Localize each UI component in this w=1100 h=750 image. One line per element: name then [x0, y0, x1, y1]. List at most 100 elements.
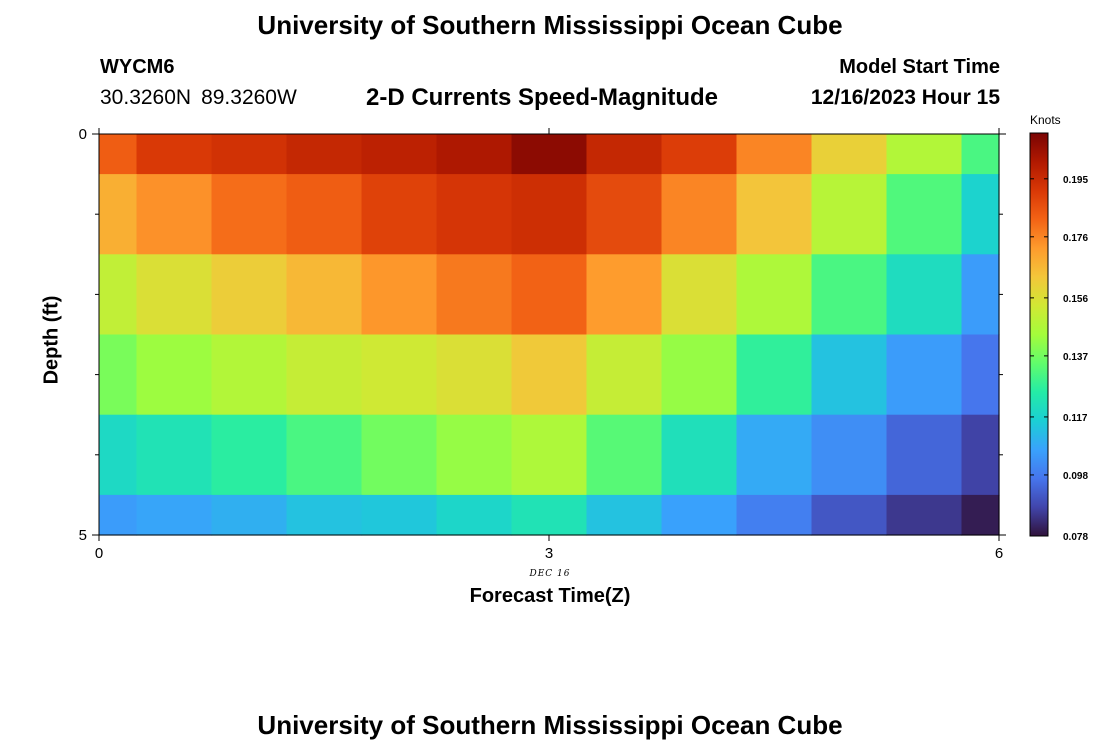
heatmap-cell	[736, 494, 813, 536]
heatmap-cell	[661, 334, 738, 416]
heatmap-cell	[511, 334, 588, 416]
station-longitude: 89.3260W	[201, 86, 297, 109]
heatmap-cell	[511, 414, 588, 496]
heatmap-cell	[886, 414, 963, 496]
colorbar-units-label: Knots	[1030, 113, 1061, 127]
heatmap-cell	[586, 254, 663, 336]
heatmap-cells	[99, 134, 1000, 536]
heatmap-cell	[136, 414, 213, 496]
heatmap-cell	[211, 414, 288, 496]
heatmap-cell	[136, 134, 213, 175]
heatmap-cell	[211, 254, 288, 336]
heatmap-cell	[886, 494, 963, 536]
station-id: WYCM6	[100, 56, 175, 78]
heatmap-cell	[436, 334, 513, 416]
heatmap-cell	[586, 174, 663, 255]
heatmap-cell	[736, 414, 813, 496]
heatmap-cell	[99, 254, 138, 336]
heatmap-cell	[99, 414, 138, 496]
date-label: DEC 16	[529, 569, 571, 579]
heatmap-cell	[961, 134, 1000, 175]
heatmap-cell	[99, 334, 138, 416]
heatmap-cell	[661, 134, 738, 175]
model-start-label: Model Start Time	[839, 56, 1000, 78]
heatmap-cell	[136, 174, 213, 255]
chart-axes: 0 3 605	[79, 126, 1006, 562]
heatmap-cell	[811, 134, 888, 175]
heatmap-cell	[586, 334, 663, 416]
colorbar-tick-label: 0.078	[1063, 532, 1088, 543]
heatmap-cell	[811, 414, 888, 496]
heatmap-cell	[961, 254, 1000, 336]
heatmap-cell	[886, 134, 963, 175]
heatmap-cell	[886, 334, 963, 416]
heatmap-cell	[99, 494, 138, 536]
heatmap-cell	[211, 134, 288, 175]
heatmap-cell	[136, 254, 213, 336]
heatmap-cell	[661, 254, 738, 336]
colorbar: 0.195 0.176 0.156 0.137 0.117 0.098 0.078	[1029, 132, 1088, 543]
x-tick-label: 6	[995, 545, 1003, 562]
heatmap-cell	[811, 334, 888, 416]
heatmap-cell	[586, 494, 663, 536]
heatmap-cell	[811, 494, 888, 536]
colorbar-tick-label: 0.195	[1063, 175, 1088, 186]
heatmap-cell	[136, 494, 213, 536]
heatmap-cell	[736, 254, 813, 336]
heatmap-cell	[511, 494, 588, 536]
heatmap-cell	[661, 174, 738, 255]
heatmap-cell	[511, 134, 588, 175]
heatmap-cell	[886, 174, 963, 255]
heatmap-cell	[99, 174, 138, 255]
chart-subtitle: 2-D Currents Speed-Magnitude	[366, 84, 719, 111]
heatmap-cell	[511, 174, 588, 255]
heatmap-cell	[286, 414, 363, 496]
heatmap-cell	[286, 334, 363, 416]
station-coordinates: 30.3260N 89.3260W	[100, 86, 297, 110]
heatmap-cell	[586, 134, 663, 175]
x-axis-label: Forecast Time(Z)	[469, 585, 631, 607]
heatmap-cell	[811, 254, 888, 336]
heatmap-cell	[286, 174, 363, 255]
heatmap-cell	[511, 254, 588, 336]
heatmap-cell	[961, 174, 1000, 255]
y-tick-label: 0	[79, 126, 87, 143]
heatmap-cell	[586, 414, 663, 496]
y-tick-label: 5	[79, 527, 87, 544]
heatmap-cell	[361, 494, 438, 536]
colorbar-tick-label: 0.098	[1063, 471, 1088, 482]
heatmap-cell	[736, 334, 813, 416]
colorbar-tick-label: 0.117	[1063, 413, 1088, 424]
heatmap-cell	[361, 334, 438, 416]
y-axis-label: Depth (ft)	[40, 295, 63, 385]
heatmap-cell	[886, 254, 963, 336]
page-title: University of Southern Mississippi Ocean…	[257, 10, 843, 40]
heatmap-cell	[286, 254, 363, 336]
heatmap-cell	[361, 254, 438, 336]
heatmap-cell	[736, 134, 813, 175]
heatmap-cell	[286, 134, 363, 175]
heatmap-cell	[661, 414, 738, 496]
heatmap-cell	[736, 174, 813, 255]
footer-title: University of Southern Mississippi Ocean…	[257, 710, 843, 740]
heatmap-cell	[436, 134, 513, 175]
heatmap-cell	[136, 334, 213, 416]
heatmap-cell	[361, 134, 438, 175]
x-tick-label: 0	[95, 545, 103, 562]
colorbar-tick-label: 0.176	[1063, 233, 1088, 244]
heatmap-cell	[961, 494, 1000, 536]
heatmap-cell	[286, 494, 363, 536]
heatmap-cell	[436, 254, 513, 336]
heatmap-cell	[661, 494, 738, 536]
heatmap-cell	[211, 494, 288, 536]
station-latitude: 30.3260N	[100, 86, 192, 109]
model-start-value: 12/16/2023 Hour 15	[810, 86, 1000, 109]
heatmap-cell	[361, 174, 438, 255]
colorbar-tick-label: 0.137	[1063, 352, 1088, 363]
heatmap-cell	[436, 414, 513, 496]
heatmap-cell	[961, 334, 1000, 416]
x-tick-label: 3	[545, 545, 553, 562]
heatmap-cell	[436, 174, 513, 255]
heatmap-cell	[811, 174, 888, 255]
